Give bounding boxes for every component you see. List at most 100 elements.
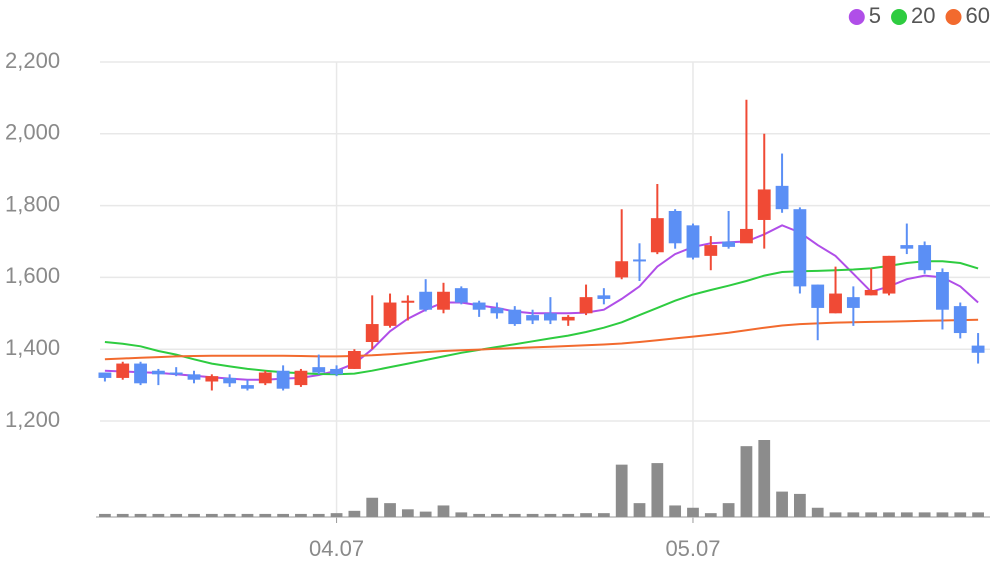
volume-bar (223, 513, 236, 517)
volume-bar (455, 512, 468, 517)
candle-body (151, 370, 165, 375)
candle-body (900, 245, 914, 249)
candle-body (205, 376, 219, 382)
volume-bar (704, 513, 717, 517)
candle-body (561, 316, 575, 321)
volume-bar (366, 497, 379, 517)
y-tick-label: 2,200 (5, 48, 60, 73)
candle-body (454, 288, 468, 303)
x-tick-label: 04.07 (309, 536, 364, 561)
candle-body (615, 261, 629, 278)
volume-bar (348, 510, 361, 517)
legend-label: 5 (869, 3, 881, 28)
candle-body (668, 210, 682, 244)
candle-body (793, 209, 807, 287)
candle-body (936, 272, 949, 310)
volume-bar (473, 513, 486, 517)
candle-body (722, 241, 736, 247)
volume-bar (900, 512, 913, 517)
candle-body (187, 374, 201, 380)
volume-bar (312, 513, 325, 517)
candle-body (490, 307, 504, 314)
volume-bar (491, 513, 503, 517)
volume-bar (687, 507, 699, 517)
volume-bar (419, 511, 432, 517)
volume-bar (241, 513, 254, 517)
candle-body (169, 372, 183, 375)
volume-bar (829, 512, 842, 517)
candle-body (223, 377, 237, 384)
candle-body (543, 313, 557, 321)
volume-bar (134, 513, 147, 517)
volume-bar (597, 513, 610, 517)
candle-body (829, 293, 842, 314)
volume-bar (615, 464, 628, 517)
candle-body (918, 245, 932, 271)
candle-body (882, 255, 896, 294)
volume-bar (508, 513, 521, 517)
volume-bar (277, 513, 289, 517)
ma-line (104, 318, 979, 361)
volume-bar (401, 509, 414, 517)
candle-body (401, 300, 415, 303)
volume-bar (740, 446, 753, 517)
candle-body (811, 284, 825, 308)
volume-bar (847, 512, 860, 517)
candle-body (276, 370, 290, 389)
candle-body (846, 297, 860, 308)
candle-body (740, 228, 753, 244)
volume-bar (170, 513, 183, 517)
volume-bar (152, 513, 165, 517)
candle-body (650, 218, 664, 253)
legend-marker (891, 9, 908, 25)
volume-bar (580, 513, 592, 517)
candle-body (472, 302, 486, 310)
ma-line (104, 260, 979, 376)
legend-marker (848, 9, 865, 25)
volume-bar (330, 513, 343, 517)
volume-bar (384, 503, 396, 517)
candle-body (258, 372, 272, 384)
volume-bar (295, 513, 307, 517)
y-tick-label: 1,200 (5, 407, 60, 432)
candle-body (98, 372, 112, 378)
candle-body (864, 289, 878, 296)
candle-body (704, 245, 718, 256)
volume-bar (669, 505, 682, 517)
volume-bar (188, 513, 200, 517)
volume-bar (651, 463, 664, 517)
candle-body (365, 324, 379, 343)
volume-bar (544, 513, 557, 517)
volume-bar (562, 513, 575, 517)
candle-body (383, 302, 397, 326)
volume-bar (99, 513, 111, 517)
y-tick-label: 2,000 (5, 120, 60, 145)
candle-body (579, 297, 593, 314)
candle-body (597, 295, 611, 299)
ma-line (104, 224, 979, 381)
volume-bar (205, 513, 218, 517)
volume-bar (722, 503, 735, 517)
volume-bar (794, 493, 806, 517)
volume-bar (811, 507, 824, 517)
candle-body (330, 368, 343, 375)
candle-body (241, 385, 254, 389)
candle-body (419, 291, 433, 310)
volume-bar (918, 512, 931, 517)
candle-body (775, 185, 789, 210)
volume-bar (259, 513, 272, 517)
legend-label: 20 (911, 3, 935, 28)
candle-body (757, 189, 771, 220)
y-tick-label: 1,600 (5, 263, 60, 288)
candle-body (312, 367, 326, 373)
volume-bar (758, 440, 771, 517)
volume-bar (776, 491, 788, 517)
x-tick-label: 05.07 (665, 536, 720, 561)
candle-body (134, 363, 147, 384)
volume-bar (883, 512, 895, 517)
candle-body (116, 363, 130, 378)
volume-bar (526, 513, 539, 517)
legend-label: 60 (966, 3, 990, 28)
